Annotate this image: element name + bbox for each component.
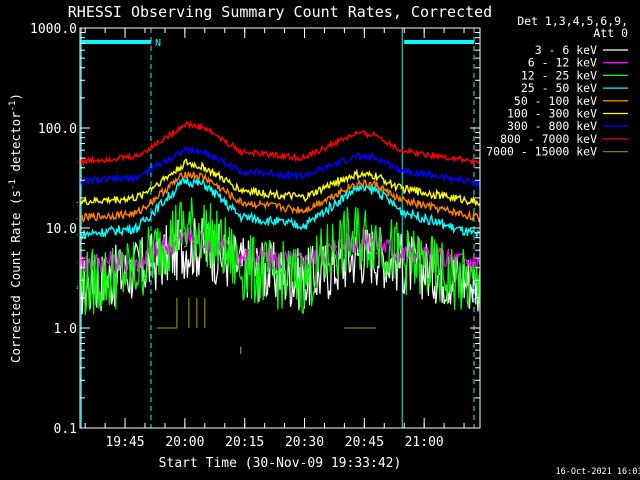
- series-point: [399, 187, 401, 189]
- series-point: [76, 287, 78, 289]
- y-axis: 0.1 1.0 10.0 100.0 1000.0: [30, 22, 480, 437]
- series-point: [355, 253, 357, 255]
- y-axis-label-main: Corrected Count Rate (s: [8, 190, 23, 363]
- series-line: [79, 120, 481, 166]
- series-point: [136, 212, 138, 214]
- x-axis: 19:45 20:00 20:15 20:30 20:45 21:00: [84, 28, 465, 450]
- legend-label: 800 - 7000 keV: [500, 132, 597, 146]
- series-layer: [76, 120, 481, 354]
- y-axis-label: Corrected Count Rate (s-1 detector-1): [8, 93, 23, 363]
- series-point: [399, 257, 401, 259]
- x-tick-label: 20:00: [165, 435, 204, 450]
- series-point: [76, 201, 78, 204]
- series-point: [76, 161, 78, 163]
- series-point: [76, 217, 78, 219]
- y-axis-label-mid: detector: [8, 111, 23, 179]
- legend-label: 300 - 800 keV: [507, 119, 597, 133]
- series-800-7000-kev: [76, 120, 481, 166]
- legend-label: 100 - 300 keV: [507, 107, 597, 121]
- legend-label: 3 - 6 keV: [535, 43, 597, 57]
- legend-label: 12 - 25 keV: [521, 68, 597, 82]
- x-tick-label: 20:30: [285, 435, 324, 450]
- series-line: [79, 171, 481, 224]
- series-point: [136, 269, 138, 271]
- y-tick-label: 100.0: [38, 122, 77, 137]
- series-point: [355, 182, 357, 184]
- chart-title: RHESSI Observing Summary Count Rates, Co…: [68, 3, 492, 21]
- plot-area: N: [76, 28, 481, 428]
- x-tick-label: 21:00: [405, 435, 444, 450]
- series-line: [79, 158, 481, 207]
- series-point: [335, 246, 338, 248]
- series-point: [76, 262, 78, 264]
- series-line: [79, 145, 481, 188]
- legend-label: 50 - 100 keV: [514, 94, 597, 108]
- series-line: [79, 197, 481, 315]
- legend-header-line-2: Att 0: [593, 26, 628, 40]
- y-tick-label: 10.0: [46, 222, 77, 237]
- series-point: [184, 246, 186, 248]
- y-tick-label: 1.0: [54, 322, 77, 337]
- legend-label: 7000 - 15000 keV: [486, 145, 597, 159]
- night-label: N: [155, 38, 161, 49]
- y-axis-label-end: ): [8, 93, 23, 101]
- legend-label: 6 - 12 keV: [528, 56, 597, 70]
- night-layer: N: [80, 28, 475, 428]
- series-point: [76, 181, 78, 183]
- y-axis-label-sup-1: -1: [8, 179, 18, 190]
- series-50-100-kev: [76, 171, 481, 224]
- x-tick-label: 20:15: [225, 435, 264, 450]
- series-7000-15000-kev: [156, 297, 377, 354]
- legend-header-line-1: Det 1,3,4,5,6,9,: [517, 14, 628, 28]
- series-line: [79, 176, 481, 240]
- series-point: [375, 252, 377, 254]
- series-point: [240, 267, 242, 269]
- y-tick-label: 0.1: [54, 422, 77, 437]
- series-point: [76, 285, 78, 288]
- x-axis-label: Start Time (30-Nov-09 19:33:42): [159, 456, 402, 471]
- x-tick-label: 19:45: [105, 435, 144, 450]
- x-tick-label: 20:45: [345, 435, 384, 450]
- series-point: [76, 234, 78, 236]
- timestamp: 16-Oct-2021 16:01: [556, 467, 640, 477]
- series-300-800-kev: [76, 145, 481, 188]
- y-tick-label: 1000.0: [30, 22, 77, 37]
- y-axis-label-sup-2: -1: [8, 101, 18, 112]
- series-point: [355, 132, 357, 135]
- legend-label: 25 - 50 keV: [521, 81, 597, 95]
